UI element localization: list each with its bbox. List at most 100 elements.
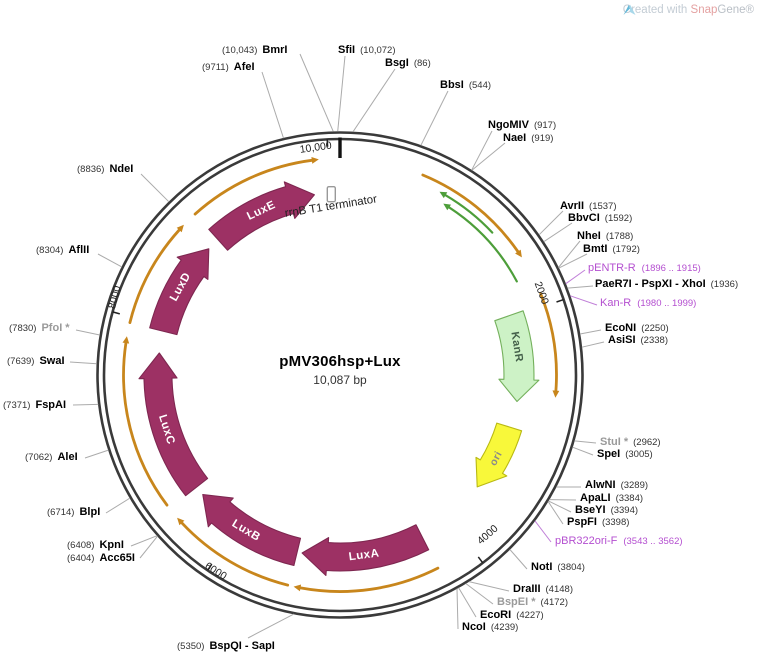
feature-arrow-LuxC[interactable]: LuxC xyxy=(138,352,209,497)
enzyme-label-NaeI[interactable]: NaeI (919) xyxy=(503,132,553,145)
enzyme-name: BlpI xyxy=(79,506,101,518)
leader-line-BspEI xyxy=(465,583,494,605)
primer-label-Kan-R[interactable]: Kan-R (1980 .. 1999) xyxy=(600,297,696,310)
enzyme-label-Acc65I[interactable]: (6404) Acc65I xyxy=(67,552,135,565)
orf-arc-6[interactable] xyxy=(128,224,184,324)
scale-tick-6000 xyxy=(206,563,213,571)
enzyme-name: AflII xyxy=(68,244,90,256)
scale-tick-2000 xyxy=(556,298,564,303)
enzyme-position: (8836) xyxy=(77,164,105,175)
enzyme-name: PfoI * xyxy=(41,322,70,334)
enzyme-label-NotI[interactable]: NotI (3804) xyxy=(531,561,585,574)
enzyme-label-AlwNI[interactable]: AlwNI (3289) xyxy=(585,479,648,492)
watermark-text: Created with SnapGene® xyxy=(622,4,754,16)
enzyme-position: (4172) xyxy=(540,597,568,608)
enzyme-label-SfiI[interactable]: SfiI (10,072) xyxy=(338,44,396,57)
feature-arrow-ori[interactable]: ori xyxy=(475,422,523,488)
enzyme-position: (6408) xyxy=(67,540,95,551)
primer-arrow-2[interactable] xyxy=(439,191,494,234)
leader-line-AflII xyxy=(97,253,123,268)
orf-arc-3[interactable] xyxy=(293,566,440,593)
enzyme-name: NotI xyxy=(531,561,553,573)
leader-line-Kan-R xyxy=(570,295,598,306)
leader-line-Acc65I xyxy=(139,535,158,559)
enzyme-label-BspQI-SapI[interactable]: (5350) BspQI - SapI xyxy=(177,640,275,653)
leader-line-AsiSI xyxy=(581,341,605,348)
enzyme-name: AvrII xyxy=(560,200,585,212)
orf-arc-7[interactable] xyxy=(193,157,319,216)
enzyme-label-BbsI[interactable]: BbsI (544) xyxy=(440,79,491,92)
orf-arc-4[interactable] xyxy=(177,517,290,587)
enzyme-position: (3394) xyxy=(610,505,639,516)
enzyme-label-StuI*[interactable]: StuI * (2962) xyxy=(600,436,661,449)
enzyme-label-BmtI[interactable]: BmtI (1792) xyxy=(583,243,640,256)
enzyme-name: DraIII xyxy=(513,583,541,595)
enzyme-label-KpnI[interactable]: (6408) KpnI xyxy=(67,539,124,552)
enzyme-label-BlpI[interactable]: (6714) BlpI xyxy=(47,506,100,519)
enzyme-label-PfoI*[interactable]: (7830) PfoI * xyxy=(9,322,70,335)
enzyme-name: BspQI - SapI xyxy=(209,640,275,652)
enzyme-name: NaeI xyxy=(503,132,527,144)
enzyme-label-SwaI[interactable]: (7639) SwaI xyxy=(7,355,65,368)
enzyme-label-BsgI[interactable]: BsgI (86) xyxy=(385,57,431,70)
leader-line-BseYI xyxy=(548,500,572,513)
enzyme-label-NgoMIV[interactable]: NgoMIV (917) xyxy=(488,119,556,132)
leader-line-FspAI xyxy=(72,403,99,406)
enzyme-label-AleI[interactable]: (7062) AleI xyxy=(25,451,78,464)
primer-label-pBR322ori-F[interactable]: pBR322ori-F (3543 .. 3562) xyxy=(555,535,683,548)
feature-arrow-LuxA[interactable]: LuxA xyxy=(301,524,430,577)
orf-arc-2[interactable] xyxy=(539,292,560,398)
primer-range: (1980 .. 1999) xyxy=(637,298,697,309)
enzyme-name: FspAI xyxy=(35,399,67,411)
enzyme-label-BmrI[interactable]: (10,043) BmrI xyxy=(222,44,287,57)
enzyme-label-ApaLI[interactable]: ApaLI (3384) xyxy=(580,492,643,505)
leader-line-BbsI xyxy=(420,90,449,146)
enzyme-name: NgoMIV xyxy=(488,119,529,131)
leader-line-PfoI xyxy=(75,329,100,336)
enzyme-position: (3384) xyxy=(615,493,644,504)
enzyme-label-NcoI[interactable]: NcoI (4239) xyxy=(462,621,518,634)
enzyme-name: AlwNI xyxy=(585,479,616,491)
enzyme-label-NdeI[interactable]: (8836) NdeI xyxy=(77,163,133,176)
enzyme-label-BbvCI[interactable]: BbvCI (1592) xyxy=(568,212,632,225)
enzyme-label-SpeI[interactable]: SpeI (3005) xyxy=(597,448,653,461)
feature-arrow-LuxB[interactable]: LuxB xyxy=(202,493,302,567)
enzyme-label-EcoNI[interactable]: EcoNI (2250) xyxy=(605,322,669,335)
enzyme-name: SpeI xyxy=(597,448,621,460)
feature-arrow-LuxE[interactable]: LuxE xyxy=(208,181,315,251)
enzyme-position: (1537) xyxy=(589,201,617,212)
enzyme-label-PaeR7I-PspXI-XhoI[interactable]: PaeR7I - PspXI - XhoI (1936) xyxy=(595,278,738,291)
scale-tick-4000 xyxy=(477,556,484,564)
terminator-icon[interactable] xyxy=(326,185,336,203)
enzyme-label-FspAI[interactable]: (7371) FspAI xyxy=(3,399,66,412)
enzyme-label-BseYI[interactable]: BseYI (3394) xyxy=(575,504,638,517)
enzyme-label-AflII[interactable]: (8304) AflII xyxy=(36,244,89,257)
enzyme-label-DraIII[interactable]: DraIII (4148) xyxy=(513,583,573,596)
enzyme-name: AfeI xyxy=(233,61,255,73)
enzyme-name: ApaLI xyxy=(580,492,611,504)
enzyme-position: (5350) xyxy=(177,641,205,652)
primer-name: pENTR-R xyxy=(588,262,636,274)
enzyme-label-BspEI*[interactable]: BspEI * (4172) xyxy=(497,596,568,609)
enzyme-label-PspFI[interactable]: PspFI (3398) xyxy=(567,516,629,529)
enzyme-position: (917) xyxy=(533,120,557,131)
enzyme-label-EcoRI[interactable]: EcoRI (4227) xyxy=(480,609,544,622)
feature-arrow-LuxD[interactable]: LuxD xyxy=(149,248,210,336)
orf-arc-1[interactable] xyxy=(421,173,522,258)
enzyme-label-AsiSI[interactable]: AsiSI (2338) xyxy=(608,334,668,347)
primer-label-pENTR-R[interactable]: pENTR-R (1896 .. 1915) xyxy=(588,262,701,275)
feature-arrow-KanR[interactable]: KanR xyxy=(494,310,540,403)
enzyme-label-AvrII[interactable]: AvrII (1537) xyxy=(560,200,617,213)
enzyme-label-NheI[interactable]: NheI (1788) xyxy=(577,230,633,243)
enzyme-position: (7371) xyxy=(3,400,31,411)
enzyme-label-AfeI[interactable]: (9711) AfeI xyxy=(202,61,255,74)
primer-arrow-1[interactable] xyxy=(443,203,518,283)
enzyme-position: (1788) xyxy=(605,231,634,242)
leader-line-pENTR-R xyxy=(565,269,586,285)
enzyme-name: BspEI * xyxy=(497,596,536,608)
plasmid-backbone-outer xyxy=(96,131,584,619)
enzyme-name: BmrI xyxy=(262,44,288,56)
leader-line-EcoNI xyxy=(579,329,602,335)
orf-arc-5[interactable] xyxy=(122,336,169,507)
